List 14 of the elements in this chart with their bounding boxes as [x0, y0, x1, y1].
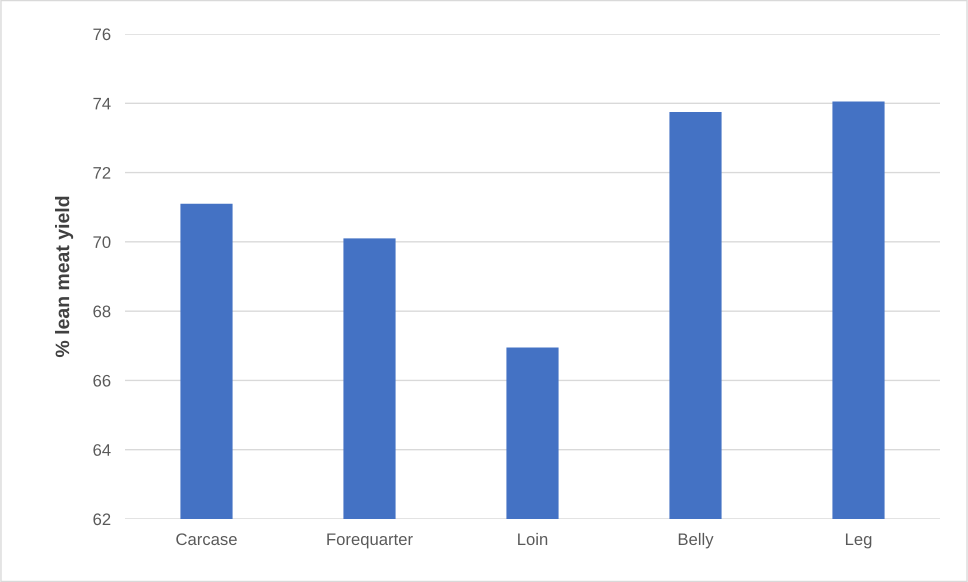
y-tick-label: 74 — [93, 98, 111, 110]
x-tick-label: Belly — [678, 532, 714, 548]
x-tick-label: Forequarter — [327, 534, 413, 548]
x-tick-label: Leg — [846, 534, 872, 548]
y-tick-label: 62 — [93, 513, 110, 526]
x-tick-label: Carcase — [176, 533, 237, 546]
y-axis-title: % lean meat yield — [55, 196, 74, 358]
y-tick-label: 72 — [93, 166, 110, 179]
y-tick-label: 64 — [93, 444, 111, 456]
y-tick-label: 76 — [93, 28, 110, 40]
y-tick-label: 66 — [93, 374, 110, 387]
x-tick-label: Loin — [518, 532, 548, 546]
y-tick-label: 68 — [93, 306, 110, 318]
y-tick-label: 70 — [93, 236, 110, 248]
